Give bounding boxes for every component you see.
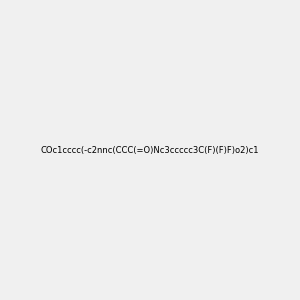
Text: COc1cccc(-c2nnc(CCC(=O)Nc3ccccc3C(F)(F)F)o2)c1: COc1cccc(-c2nnc(CCC(=O)Nc3ccccc3C(F)(F)F…	[41, 146, 259, 154]
